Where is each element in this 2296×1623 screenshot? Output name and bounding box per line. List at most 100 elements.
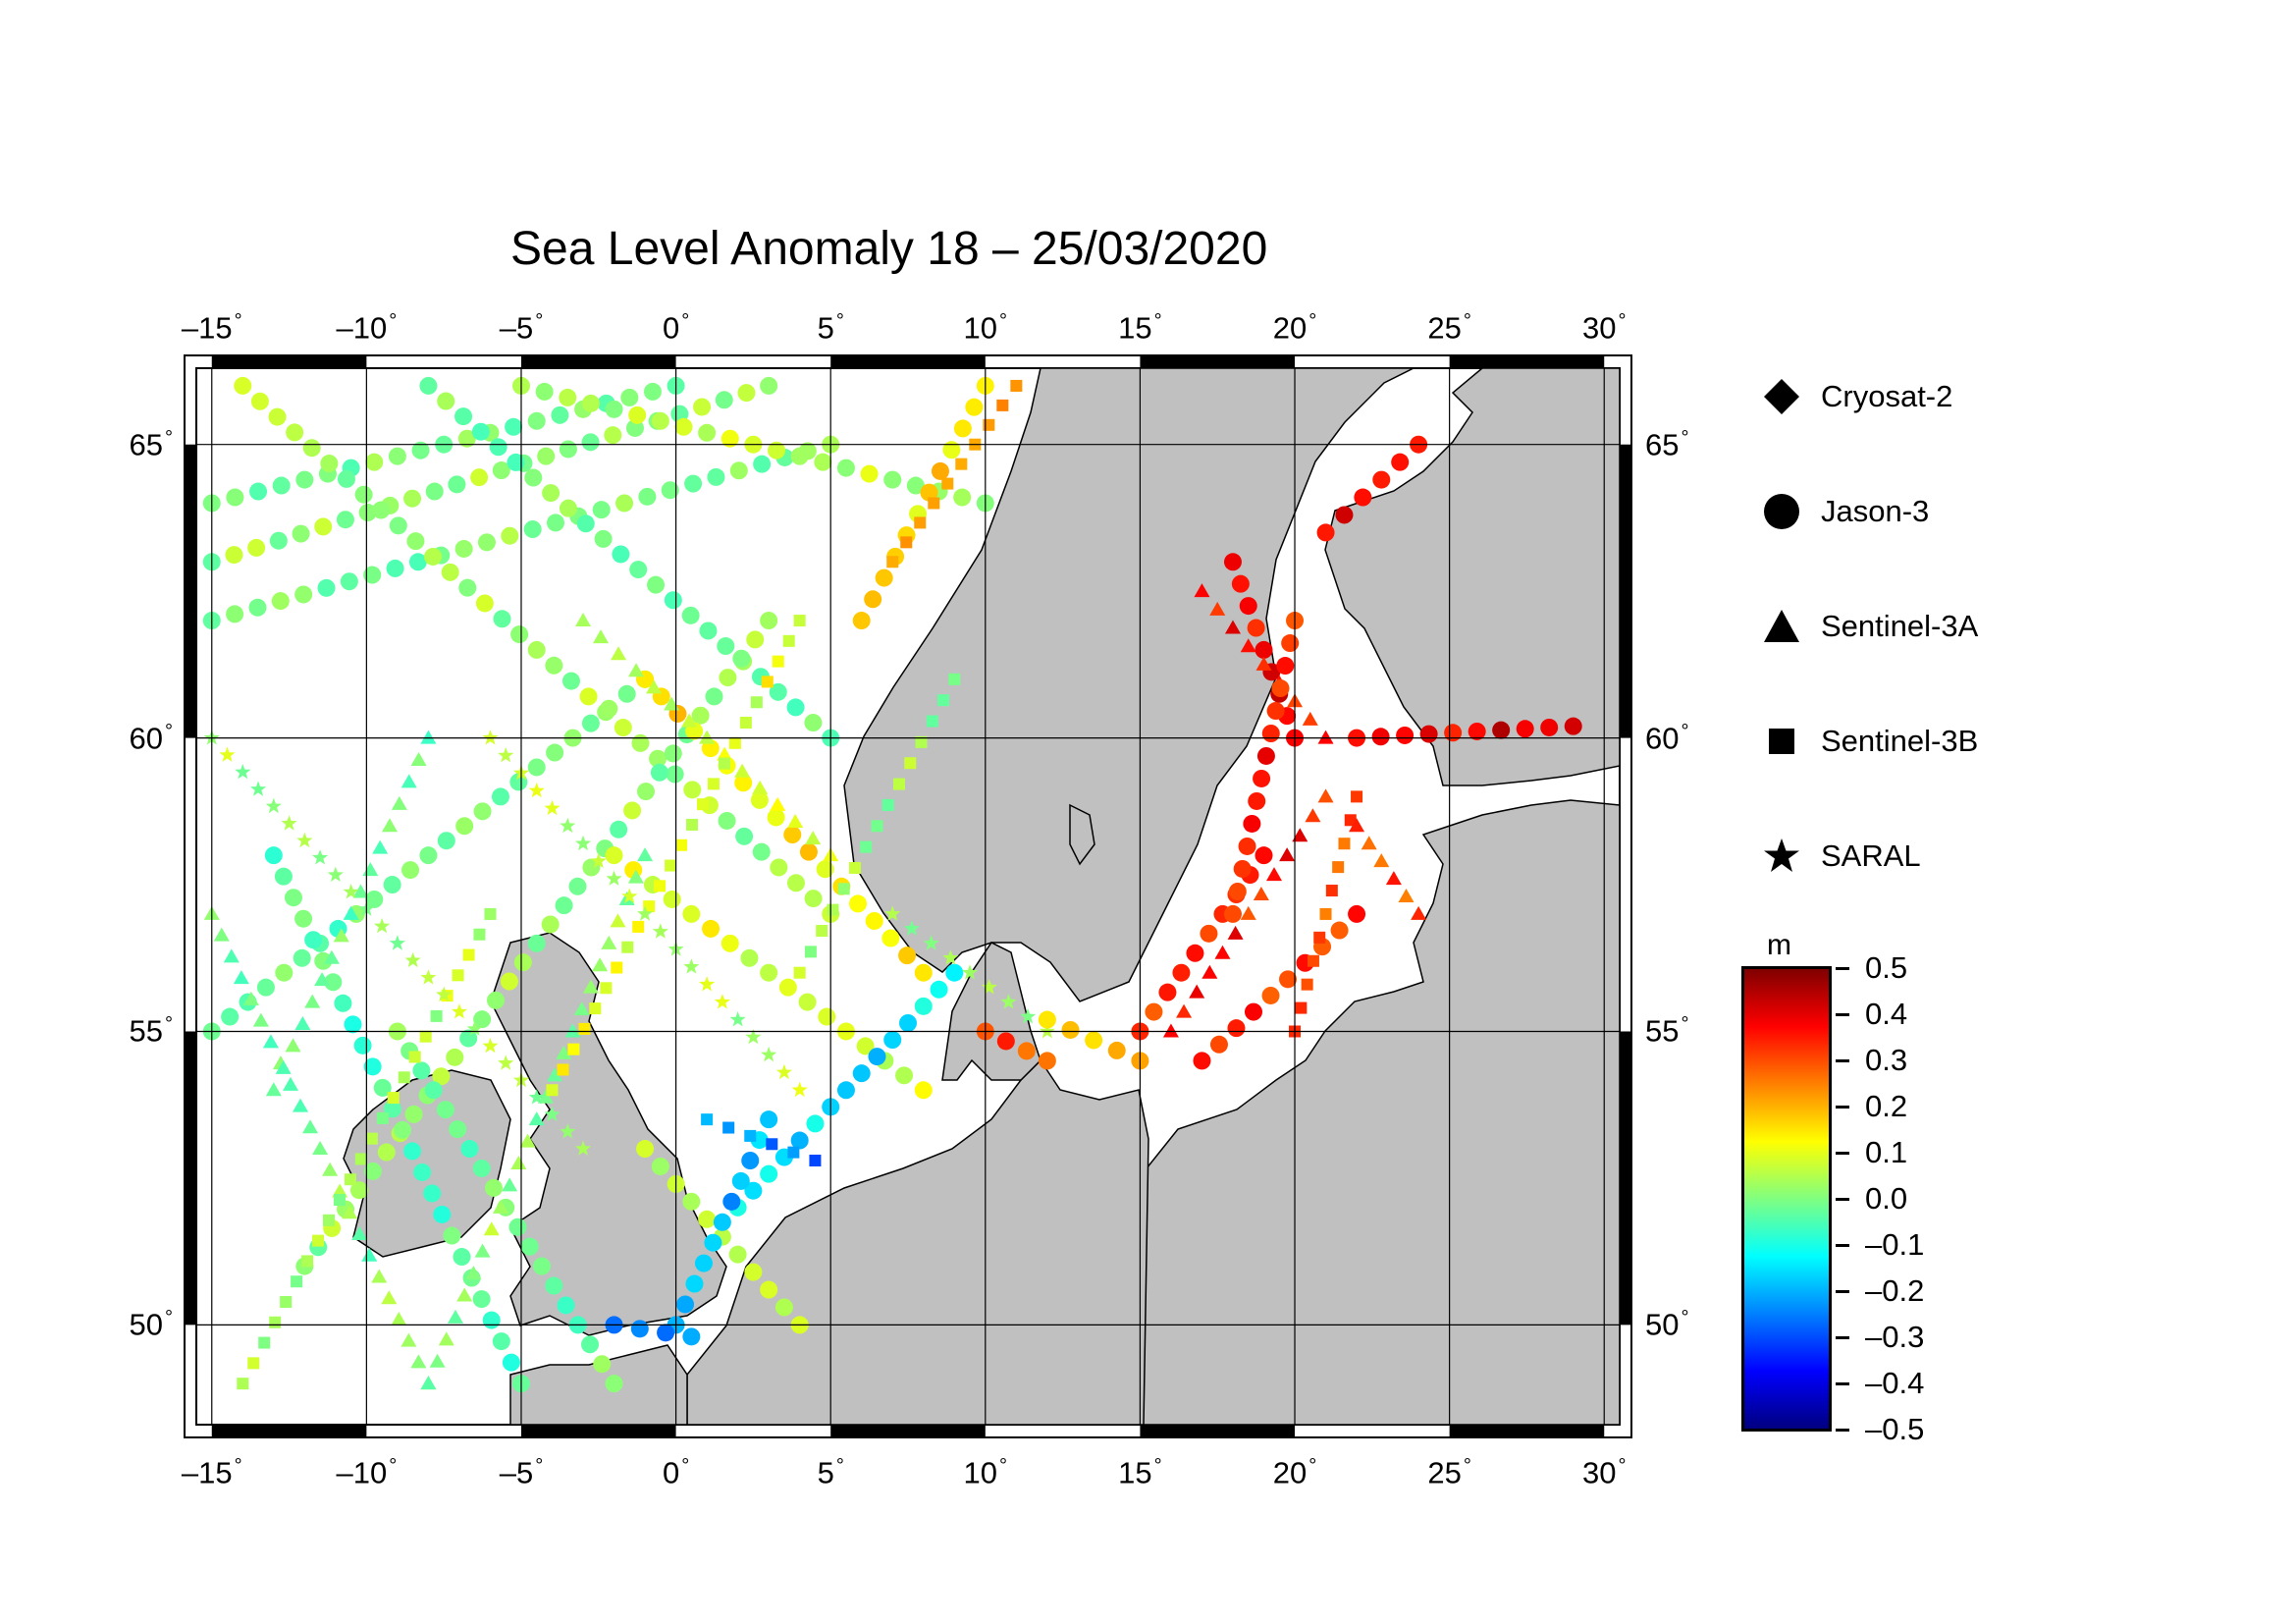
sla-point [620, 388, 639, 406]
sla-point [1330, 921, 1349, 940]
sla-point [291, 1275, 303, 1288]
sla-point [567, 1043, 580, 1055]
altimetry-tracks [202, 376, 1582, 1393]
sla-point [472, 1290, 491, 1309]
sla-point [868, 1048, 886, 1066]
colorbar [1741, 966, 1832, 1432]
sla-point [324, 973, 343, 992]
sla-point [1010, 379, 1023, 392]
sla-point [941, 477, 954, 490]
sla-point [1158, 983, 1177, 1001]
sla-point [786, 874, 805, 893]
sla-point [904, 757, 917, 770]
sla-point [790, 1131, 809, 1150]
sla-point [564, 1023, 581, 1038]
sla-point [698, 1210, 717, 1228]
sla-point [734, 774, 753, 792]
sla-point [816, 925, 828, 938]
sla-point [576, 514, 595, 533]
sla-point [314, 972, 331, 987]
sla-point [332, 1183, 348, 1198]
sla-point [484, 907, 497, 920]
sla-point [221, 1007, 240, 1026]
tick-label: 55 ° [1645, 1013, 1689, 1049]
sla-point [404, 951, 421, 968]
sla-point [1305, 808, 1321, 823]
sla-point [681, 713, 698, 728]
land-masses [343, 368, 1620, 1425]
sla-point [713, 1213, 731, 1231]
sla-point [400, 1332, 417, 1347]
sla-point [391, 1311, 407, 1325]
sla-point [1000, 994, 1017, 1009]
sla-point [981, 979, 997, 995]
sla-point [280, 1295, 293, 1308]
sla-point [1372, 470, 1391, 489]
sla-point [256, 978, 275, 997]
sla-point [1361, 836, 1377, 850]
sla-point [1317, 730, 1334, 744]
sla-point [527, 411, 546, 430]
sla-point [1313, 931, 1326, 944]
tick-label: 50 ° [1645, 1307, 1689, 1342]
sla-point [693, 398, 712, 416]
sla-point [1444, 724, 1463, 742]
sla-point [937, 694, 950, 707]
sla-point [744, 1181, 763, 1200]
colorbar-tick [1836, 1244, 1849, 1247]
sla-point [437, 392, 455, 410]
sla-point [545, 1276, 563, 1295]
sla-point [1319, 907, 1332, 920]
sla-point [899, 1013, 917, 1032]
sla-point [881, 929, 900, 947]
colorbar-tick [1836, 967, 1849, 970]
sla-point [294, 1016, 311, 1031]
sla-point [544, 799, 561, 816]
sla-point [1396, 726, 1415, 744]
sla-point [425, 482, 444, 501]
sla-point [646, 679, 663, 694]
sla-point [1085, 1031, 1103, 1050]
sla-point [766, 1138, 778, 1151]
sla-point [475, 594, 494, 613]
sla-point [1240, 638, 1256, 653]
sla-point [501, 526, 519, 545]
sla-point [269, 1316, 282, 1328]
sla-point [1255, 640, 1273, 659]
sla-point [805, 831, 822, 845]
tick-label: 30 ° [1581, 310, 1627, 346]
sla-point [482, 730, 499, 745]
sla-point [460, 1140, 479, 1159]
sla-point [740, 948, 759, 967]
sla-point [699, 976, 716, 992]
sla-point [848, 861, 861, 874]
sla-point [750, 790, 769, 809]
finland-land [1324, 368, 1620, 786]
sla-point [965, 398, 984, 416]
sla-point [798, 993, 817, 1011]
sla-point [592, 957, 609, 972]
sla-point [410, 1354, 427, 1369]
sla-point [1317, 788, 1334, 803]
sla-point [312, 1141, 329, 1156]
sla-point [900, 536, 913, 549]
sla-point [528, 782, 545, 798]
sla-point [683, 781, 702, 799]
sla-point [561, 672, 580, 690]
sla-point [411, 441, 430, 460]
sla-point [528, 1089, 545, 1105]
sla-point [219, 746, 236, 762]
sla-point [532, 1257, 551, 1275]
sla-point [454, 539, 473, 558]
sla-point [1385, 871, 1402, 886]
sla-point [510, 1155, 527, 1169]
sla-point [652, 923, 668, 939]
sla-point [610, 820, 628, 839]
sla-point [365, 453, 384, 471]
sla-point [363, 1162, 382, 1180]
sla-point [793, 615, 806, 627]
sla-point [923, 935, 939, 950]
sla-point [381, 1290, 398, 1305]
sla-point [1261, 725, 1280, 743]
sla-point [452, 969, 464, 982]
